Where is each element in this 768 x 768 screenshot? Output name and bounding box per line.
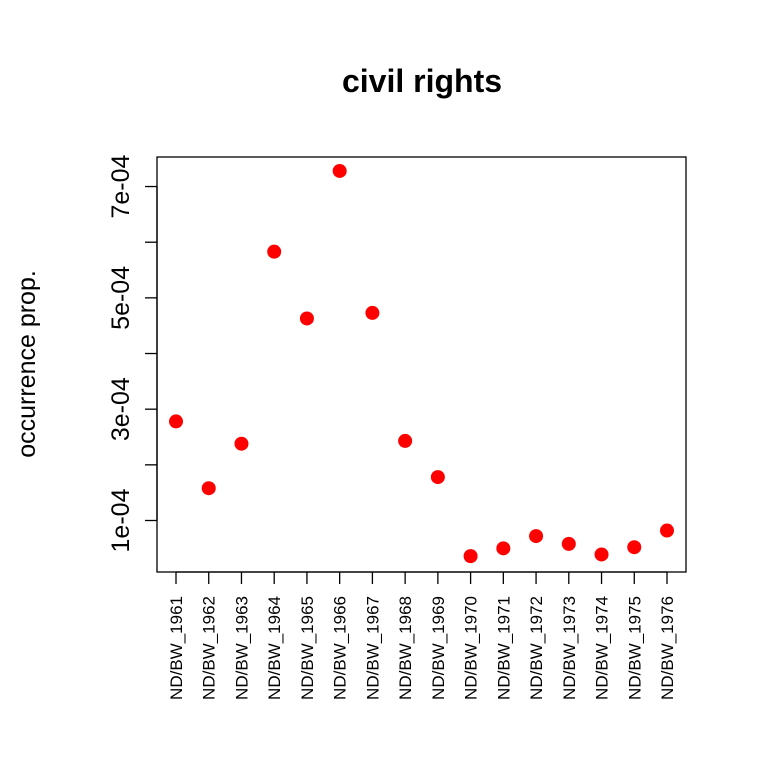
x-tick-label: ND/BW_1975 — [625, 596, 644, 700]
data-point — [496, 541, 511, 556]
data-point — [398, 433, 413, 448]
data-point — [660, 523, 674, 538]
data-point — [201, 481, 216, 496]
x-tick-label: ND/BW_1963 — [232, 596, 251, 700]
data-point — [332, 163, 347, 178]
x-tick-label: ND/BW_1974 — [593, 596, 612, 700]
x-tick-label: ND/BW_1966 — [331, 596, 350, 700]
plot-frame — [156, 156, 687, 573]
x-tick-label: ND/BW_1961 — [167, 596, 186, 700]
x-tick-label: ND/BW_1969 — [429, 596, 448, 700]
y-tick-label: 1e-04 — [107, 488, 135, 552]
y-tick-label: 7e-04 — [107, 154, 135, 218]
data-point — [267, 244, 282, 259]
data-points — [169, 163, 674, 564]
data-point — [169, 414, 183, 429]
data-point — [627, 540, 642, 555]
data-point — [299, 311, 314, 326]
x-tick-label: ND/BW_1970 — [462, 596, 481, 700]
x-tick-label: ND/BW_1972 — [527, 596, 546, 700]
x-tick-label: ND/BW_1964 — [265, 596, 284, 700]
x-tick-label: ND/BW_1973 — [560, 596, 579, 700]
x-tick-label: ND/BW_1965 — [298, 596, 317, 700]
data-point — [561, 536, 576, 551]
data-point — [430, 470, 445, 485]
x-tick-label: ND/BW_1976 — [658, 596, 677, 700]
data-point — [594, 547, 609, 562]
y-tick-label: 3e-04 — [107, 377, 135, 441]
x-tick-label: ND/BW_1968 — [396, 596, 415, 700]
y-axis: 1e-04 3e-04 5e-04 7e-04 — [107, 154, 158, 552]
data-point — [234, 436, 249, 451]
chart-title: civil rights — [342, 63, 502, 99]
y-axis-label: occurrence prop. — [13, 270, 41, 458]
data-point — [529, 529, 544, 544]
y-tick-label: 5e-04 — [107, 266, 135, 330]
x-tick-label: ND/BW_1971 — [494, 596, 513, 700]
data-point — [463, 549, 478, 564]
x-tick-label: ND/BW_1967 — [363, 596, 382, 700]
x-tick-label: ND/BW_1962 — [200, 596, 219, 700]
x-axis: ND/BW_1961 ND/BW_1962 ND/BW_1963 ND/BW_1964… — [167, 571, 677, 700]
data-point — [365, 305, 380, 320]
